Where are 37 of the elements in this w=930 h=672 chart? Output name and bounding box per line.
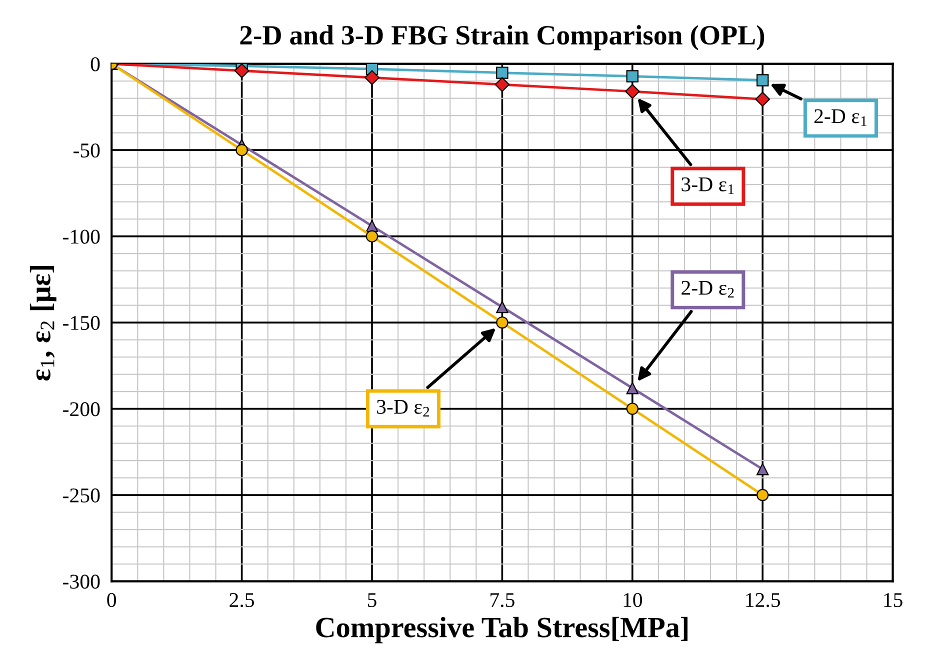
point [496,316,508,329]
point [366,230,378,242]
point [494,77,510,92]
point [364,70,380,86]
point [626,382,639,394]
y-axis-title: ε$_{1}$, ε$_{2}$ [με] [30,266,56,381]
point [626,402,639,415]
point [234,64,250,78]
x-tick-label: 12.5 [746,593,780,608]
point [626,70,639,82]
y-tick-label: -150 [63,316,100,330]
point [496,66,508,79]
point [236,144,248,156]
point [756,488,769,502]
point [755,92,770,107]
text: 2-D ε$_{2}$ [682,280,734,298]
y-tick-label: -300 [63,574,100,589]
text: 2-D ε$_{1}$ [814,109,866,126]
x-tick-label: 2.5 [230,593,254,608]
x-tick-label: 0 [107,592,116,608]
x-tick-label: 7.5 [490,593,514,608]
y-tick-label: -200 [63,402,100,416]
x-tick-label: 5 [368,593,376,608]
y-tick-label: -50 [73,143,100,158]
x-tick-label: 10 [624,592,642,608]
text: 3-D ε$_{1}$ [682,177,734,194]
text: 3-D ε$_{2}$ [377,400,430,417]
x-axis-title: Compressive Tab Stress[MPa] [316,616,688,644]
x-tick-label: 15 [884,593,902,608]
point [624,84,640,99]
point [756,463,769,476]
y-tick-label: -250 [63,488,100,502]
point [496,300,508,314]
point [756,74,769,86]
y-tick-label: -100 [63,230,100,244]
y-tick-label: 0 [90,57,100,72]
chart-title: 2-D and 3-D FBG Strain Comparison (OPL) [240,25,764,50]
